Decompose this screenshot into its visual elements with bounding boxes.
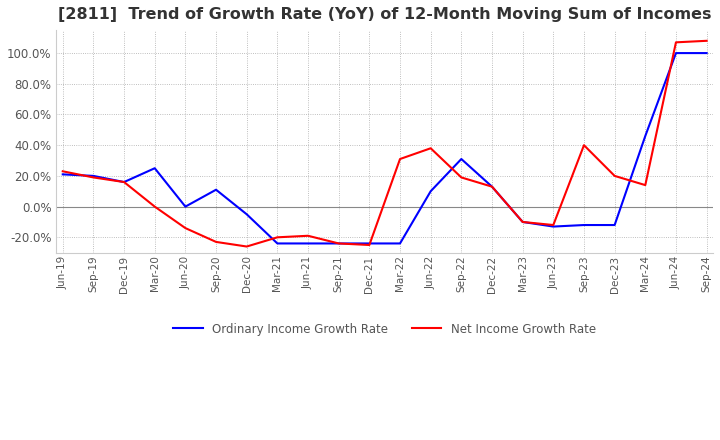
Net Income Growth Rate [518,219,527,224]
Net Income Growth Rate [580,143,588,148]
Net Income Growth Rate [243,244,251,249]
Net Income Growth Rate [487,184,496,189]
Net Income Growth Rate [181,225,189,231]
Net Income Growth Rate [150,204,159,209]
Ordinary Income Growth Rate [243,212,251,217]
Ordinary Income Growth Rate [426,189,435,194]
Ordinary Income Growth Rate [457,156,466,161]
Title: [2811]  Trend of Growth Rate (YoY) of 12-Month Moving Sum of Incomes: [2811] Trend of Growth Rate (YoY) of 12-… [58,7,711,22]
Net Income Growth Rate [212,239,220,245]
Net Income Growth Rate [58,169,67,174]
Line: Ordinary Income Growth Rate: Ordinary Income Growth Rate [63,53,706,243]
Ordinary Income Growth Rate [181,204,189,209]
Ordinary Income Growth Rate [212,187,220,192]
Ordinary Income Growth Rate [334,241,343,246]
Ordinary Income Growth Rate [89,173,98,179]
Net Income Growth Rate [641,183,649,188]
Ordinary Income Growth Rate [273,241,282,246]
Ordinary Income Growth Rate [611,222,619,227]
Line: Net Income Growth Rate: Net Income Growth Rate [63,41,706,246]
Net Income Growth Rate [304,233,312,238]
Ordinary Income Growth Rate [580,222,588,227]
Ordinary Income Growth Rate [304,241,312,246]
Net Income Growth Rate [672,40,680,45]
Net Income Growth Rate [549,222,557,227]
Ordinary Income Growth Rate [672,51,680,56]
Net Income Growth Rate [89,175,98,180]
Ordinary Income Growth Rate [487,184,496,189]
Net Income Growth Rate [365,242,374,248]
Ordinary Income Growth Rate [549,224,557,229]
Net Income Growth Rate [611,173,619,179]
Ordinary Income Growth Rate [641,133,649,139]
Net Income Growth Rate [702,38,711,44]
Ordinary Income Growth Rate [396,241,405,246]
Net Income Growth Rate [426,146,435,151]
Ordinary Income Growth Rate [702,51,711,56]
Ordinary Income Growth Rate [518,219,527,224]
Net Income Growth Rate [396,156,405,161]
Net Income Growth Rate [120,180,128,185]
Net Income Growth Rate [457,175,466,180]
Ordinary Income Growth Rate [150,165,159,171]
Legend: Ordinary Income Growth Rate, Net Income Growth Rate: Ordinary Income Growth Rate, Net Income … [168,318,600,340]
Net Income Growth Rate [334,241,343,246]
Ordinary Income Growth Rate [58,172,67,177]
Net Income Growth Rate [273,235,282,240]
Ordinary Income Growth Rate [365,241,374,246]
Ordinary Income Growth Rate [120,180,128,185]
